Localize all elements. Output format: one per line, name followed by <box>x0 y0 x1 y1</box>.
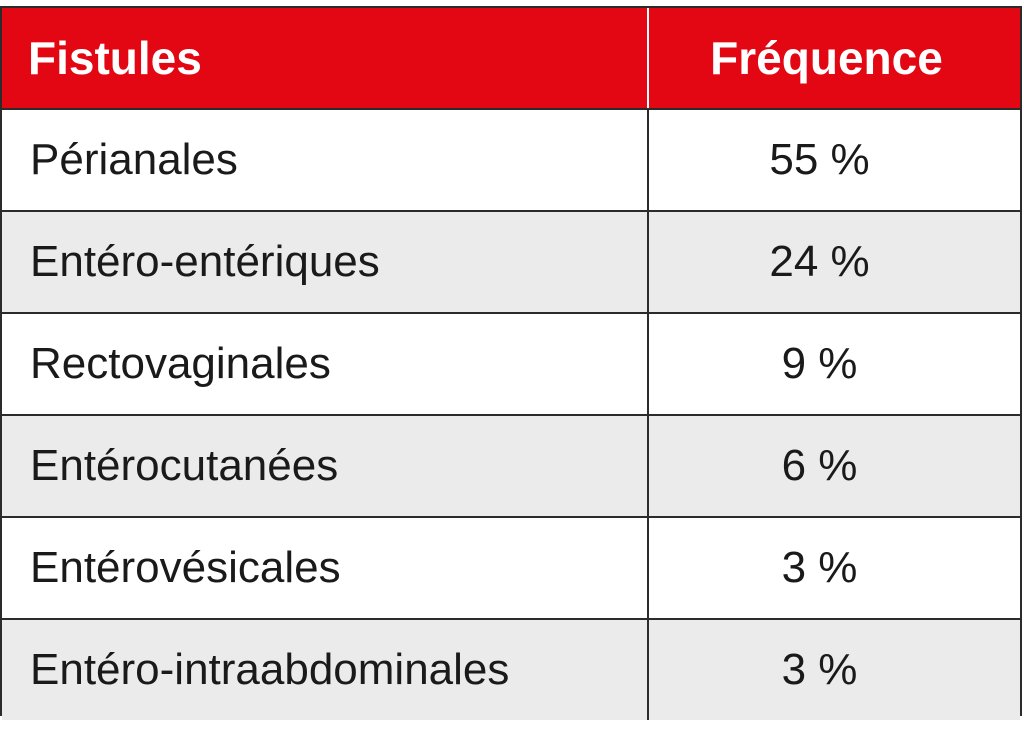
row-name-cell: Entérocutanées <box>2 415 649 518</box>
header-row: Fistules Fréquence <box>2 8 1020 110</box>
fistula-frequency-table: Fistules Fréquence Périanales 55 % Entér… <box>2 8 1020 720</box>
row-frequency-cell: 3 % <box>648 619 1020 720</box>
row-name-cell: Rectovaginales <box>2 313 649 416</box>
table-row: Entérovésicales 3 % <box>2 517 1020 620</box>
header-fistules: Fistules <box>2 8 649 110</box>
row-frequency-cell: 9 % <box>648 313 1020 416</box>
row-frequency-cell: 55 % <box>648 109 1020 212</box>
table-row: Entéro-entériques 24 % <box>2 211 1020 314</box>
row-frequency-cell: 3 % <box>648 517 1020 620</box>
table-row: Rectovaginales 9 % <box>2 313 1020 416</box>
table-row: Entéro-intraabdominales 3 % <box>2 619 1020 720</box>
table-body: Périanales 55 % Entéro-entériques 24 % R… <box>2 109 1020 720</box>
row-name-cell: Entéro-intraabdominales <box>2 619 649 720</box>
table-row: Entérocutanées 6 % <box>2 415 1020 518</box>
table-row: Périanales 55 % <box>2 109 1020 212</box>
row-name-cell: Entérovésicales <box>2 517 649 620</box>
row-frequency-cell: 6 % <box>648 415 1020 518</box>
row-name-cell: Périanales <box>2 109 649 212</box>
fistula-frequency-table-container: Fistules Fréquence Périanales 55 % Entér… <box>0 6 1022 720</box>
row-name-cell: Entéro-entériques <box>2 211 649 314</box>
row-frequency-cell: 24 % <box>648 211 1020 314</box>
header-frequence: Fréquence <box>648 8 1020 110</box>
table-header: Fistules Fréquence <box>2 8 1020 110</box>
